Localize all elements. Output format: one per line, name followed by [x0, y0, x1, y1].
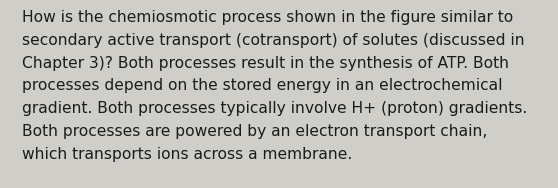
- Text: gradient. Both processes typically involve H+ (proton) gradients.: gradient. Both processes typically invol…: [22, 101, 527, 116]
- Text: Both processes are powered by an electron transport chain,: Both processes are powered by an electro…: [22, 124, 487, 139]
- Text: Chapter 3)? Both processes result in the synthesis of ATP. Both: Chapter 3)? Both processes result in the…: [22, 56, 509, 71]
- Text: which transports ions across a membrane.: which transports ions across a membrane.: [22, 147, 352, 162]
- Text: secondary active transport (cotransport) of solutes (discussed in: secondary active transport (cotransport)…: [22, 33, 525, 48]
- Text: processes depend on the stored energy in an electrochemical: processes depend on the stored energy in…: [22, 78, 503, 93]
- Text: How is the chemiosmotic process shown in the figure similar to: How is the chemiosmotic process shown in…: [22, 10, 513, 25]
